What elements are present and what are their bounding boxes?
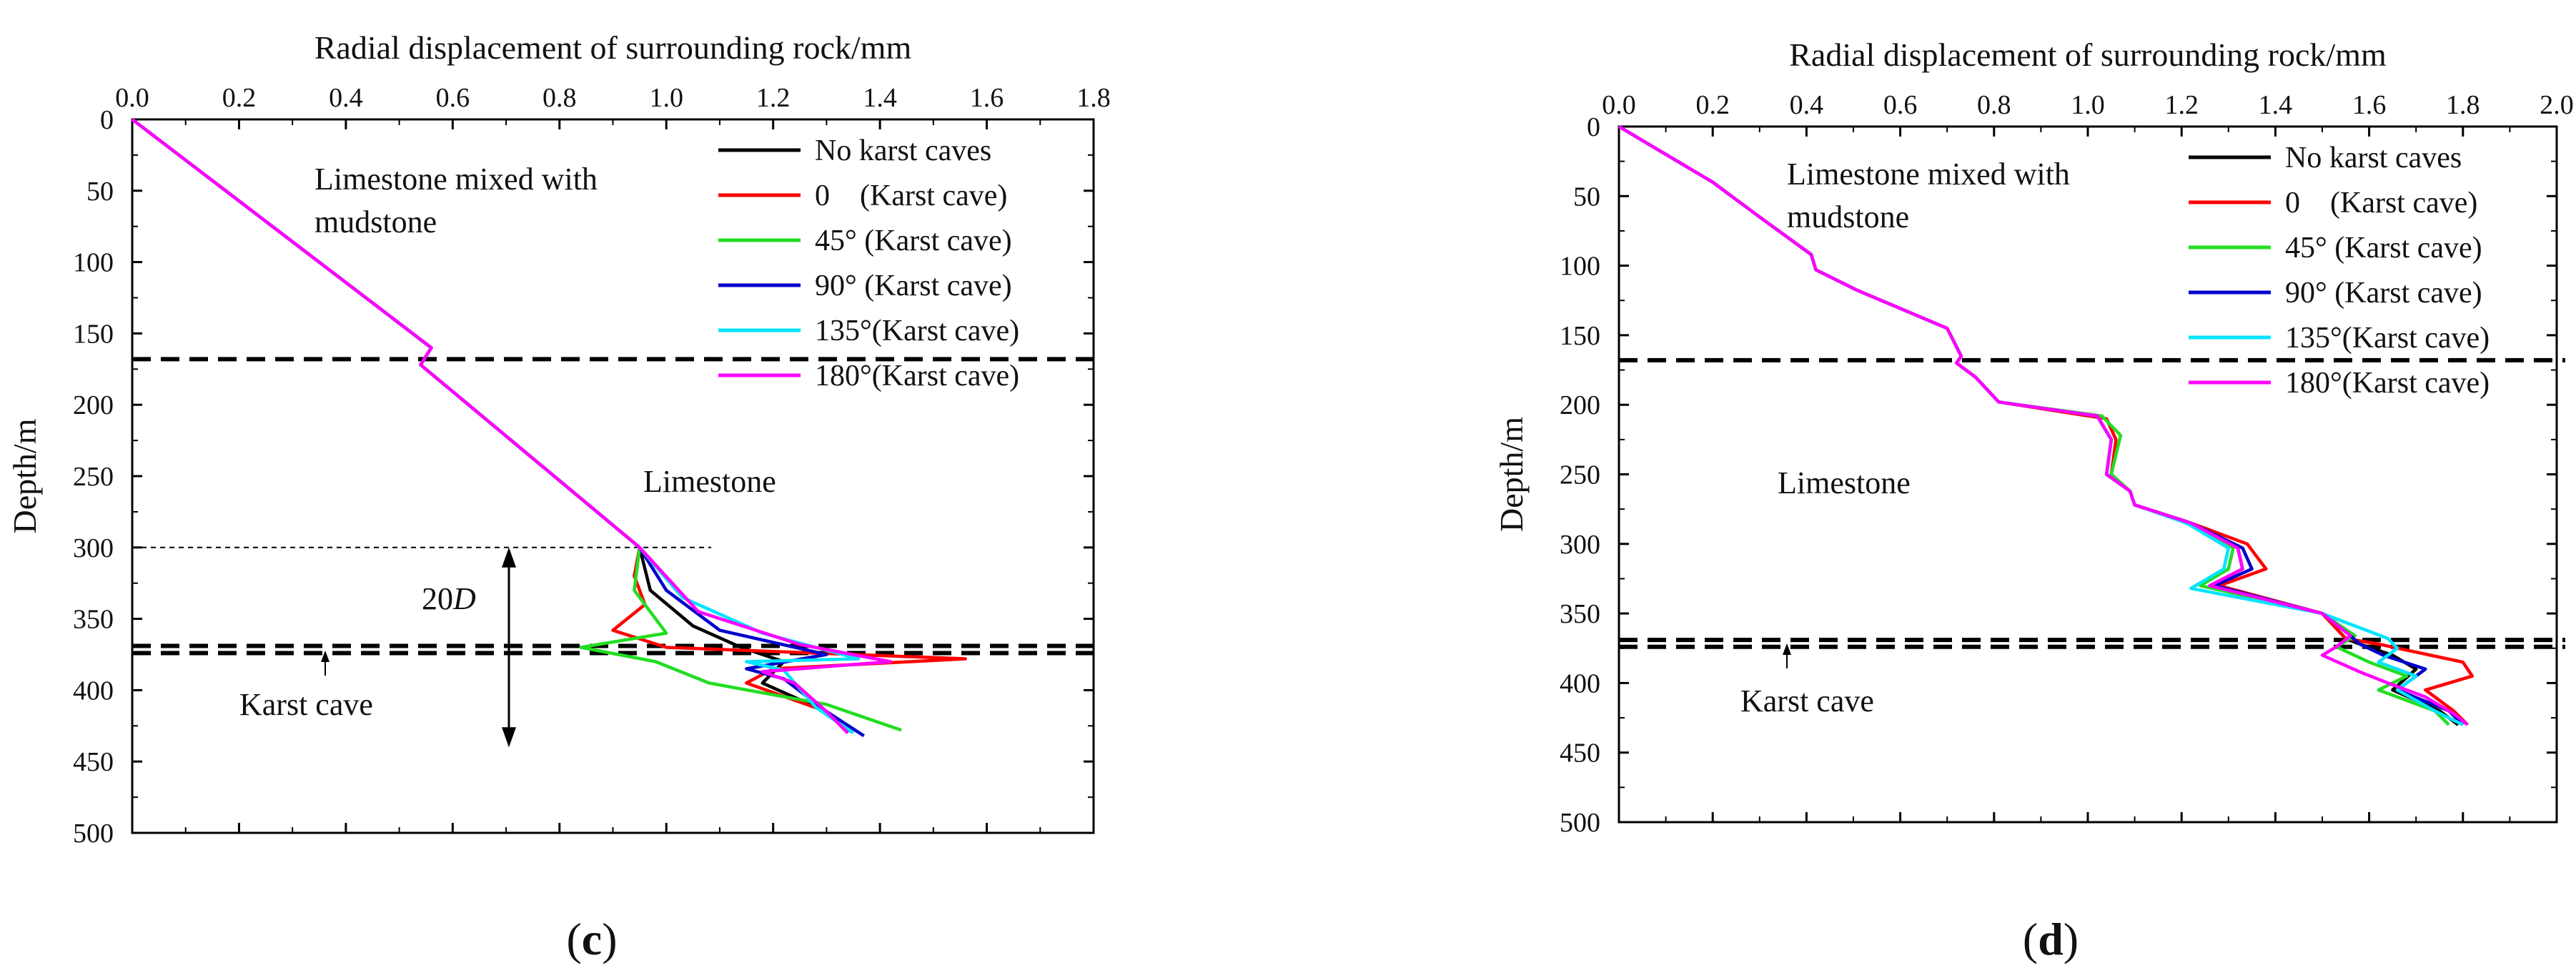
y-tick-label: 200 (1560, 390, 1600, 420)
cave-pointer-arrow-icon (321, 651, 330, 662)
legend: No karst caves 0 (Karst cave) 45° (Karst c… (2189, 142, 2490, 400)
x-tick-label: 1.0 (649, 83, 683, 113)
legend-label: 0 (Karst cave) (815, 179, 1007, 212)
x-tick-label: 0.2 (222, 83, 257, 113)
upper-layer-label: Limestone mixed with (1787, 157, 2070, 192)
x-tick-label: 1.6 (2352, 90, 2387, 120)
legend-label: 180°(Karst cave) (2285, 367, 2490, 400)
dimension-label: 20D (422, 581, 476, 616)
y-tick-label: 100 (1560, 252, 1600, 282)
arrow-down-icon (502, 727, 516, 748)
x-tick-label: 0.6 (1883, 90, 1918, 120)
upper-layer-label: Limestone mixed with (314, 162, 598, 197)
legend-label: No karst caves (815, 134, 991, 167)
x-tick-label: 0.6 (436, 83, 470, 113)
x-tick-label: 0.8 (1977, 90, 2011, 120)
karst-cave-label: Karst cave (239, 687, 373, 722)
x-tick-label: 0.8 (543, 83, 577, 113)
y-tick-label: 450 (1560, 739, 1600, 769)
karst-cave-label: Karst cave (1740, 683, 1874, 718)
legend-label: No karst caves (2285, 142, 2462, 174)
x-axis-title: Radial displacement of surrounding rock/… (1789, 36, 2387, 73)
y-tick-label: 350 (73, 605, 114, 635)
legend-label: 135°(Karst cave) (815, 315, 1019, 347)
x-tick-label: 1.6 (970, 83, 1004, 113)
x-tick-label: 0.4 (329, 83, 363, 113)
y-tick-label: 350 (1560, 599, 1600, 629)
y-axis-title: Depth/m (6, 418, 43, 533)
y-tick-label: 500 (1560, 808, 1600, 838)
y-tick-label: 50 (1573, 182, 1600, 212)
x-tick-label: 1.4 (863, 83, 897, 113)
legend: No karst caves 0 (Karst cave) 45° (Karst c… (718, 134, 1019, 392)
legend-label: 0 (Karst cave) (2285, 187, 2477, 219)
x-tick-label: 0.4 (1790, 90, 1824, 120)
panel-label: (c) (566, 914, 617, 964)
y-tick-label: 0 (1587, 112, 1600, 142)
x-tick-label: 0.2 (1695, 90, 1730, 120)
y-axis-title: Depth/m (1493, 417, 1530, 532)
y-tick-label: 150 (73, 319, 114, 349)
chart-panel-c: 0.0 0.2 0.4 0.6 0.8 1.0 1.2 1.4 1.6 1.8 0 50 100 150 2… (6, 29, 1111, 964)
upper-layer-label-line2: mudstone (1787, 199, 1909, 234)
y-tick-label: 50 (86, 177, 114, 207)
y-tick-label: 450 (73, 747, 114, 777)
x-tick-label: 0.0 (115, 83, 149, 113)
y-tick-label: 250 (1560, 460, 1600, 490)
x-tick-label: 1.2 (756, 83, 791, 113)
legend-label: 180°(Karst cave) (815, 360, 1019, 392)
y-tick-label: 300 (73, 533, 114, 563)
legend-label: 45° (Karst cave) (815, 224, 1012, 257)
series-line (1618, 125, 2469, 726)
middle-layer-label: Limestone (643, 464, 776, 499)
x-tick-label: 1.8 (2446, 90, 2480, 120)
y-tick-label: 250 (73, 462, 114, 492)
middle-layer-label: Limestone (1778, 465, 1911, 500)
legend-label: 45° (Karst cave) (2285, 232, 2482, 265)
panel-label: (d) (2023, 914, 2079, 964)
x-tick-label: 2.0 (2540, 90, 2574, 120)
cave-pointer-arrow-icon (1783, 643, 1791, 655)
y-tick-label: 0 (100, 105, 114, 135)
arrow-up-icon (502, 547, 516, 568)
series-line (131, 118, 893, 734)
chart-panel-d: 0.0 0.2 0.4 0.6 0.8 1.0 1.2 1.4 1.6 1.8 2.0 0 50 100 1… (1493, 36, 2574, 964)
legend-label: 135°(Karst cave) (2285, 322, 2490, 355)
x-tick-label: 1.4 (2259, 90, 2293, 120)
y-tick-label: 150 (1560, 321, 1600, 351)
y-tick-label: 200 (73, 390, 114, 420)
upper-layer-label-line2: mudstone (314, 204, 437, 239)
series-line (131, 118, 849, 734)
legend-label: 90° (Karst cave) (2285, 277, 2482, 310)
x-tick-label: 1.0 (2071, 90, 2105, 120)
y-tick-label: 500 (73, 819, 114, 849)
x-tick-label: 1.8 (1076, 83, 1111, 113)
x-tick-label: 1.2 (2164, 90, 2199, 120)
x-axis-title: Radial displacement of surrounding rock/… (314, 29, 912, 66)
x-tick-label: 0.0 (1602, 90, 1636, 120)
y-tick-label: 100 (73, 248, 114, 278)
y-tick-label: 400 (1560, 668, 1600, 698)
legend-label: 90° (Karst cave) (815, 270, 1012, 302)
y-tick-label: 300 (1560, 530, 1600, 560)
y-tick-label: 400 (73, 676, 114, 706)
